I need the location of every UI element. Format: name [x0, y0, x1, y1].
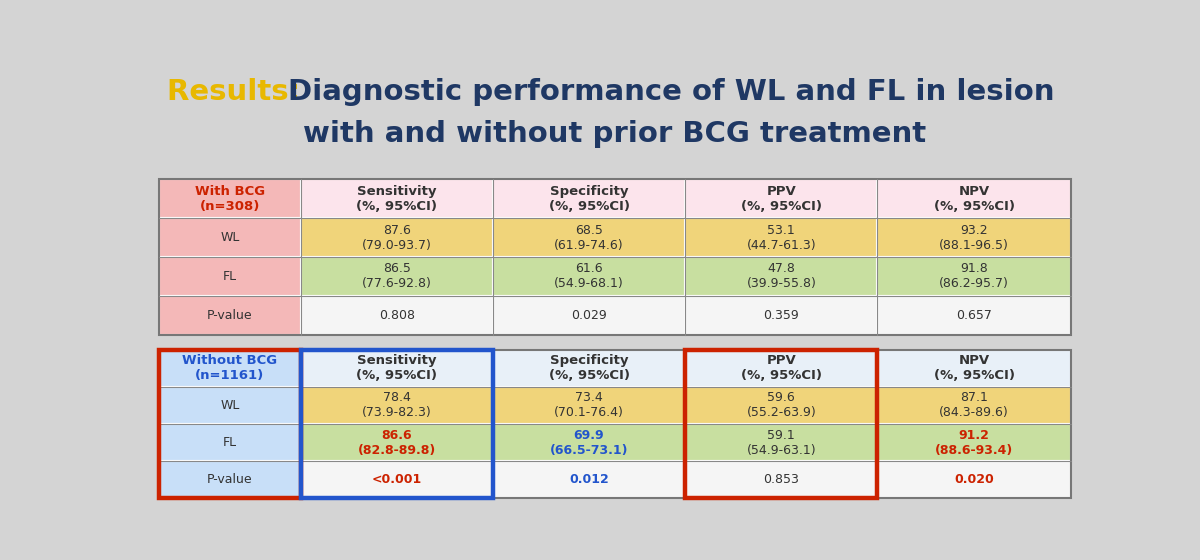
Bar — [493, 257, 685, 296]
Text: Specificity
(%, 95%CI): Specificity (%, 95%CI) — [548, 354, 630, 382]
Bar — [160, 218, 300, 257]
Text: PPV
(%, 95%CI): PPV (%, 95%CI) — [740, 354, 822, 382]
Text: 0.012: 0.012 — [569, 473, 608, 486]
Bar — [300, 349, 493, 387]
Bar — [877, 424, 1070, 461]
Bar — [300, 218, 493, 257]
Text: 47.8
(39.9-55.8): 47.8 (39.9-55.8) — [746, 262, 816, 290]
Text: 59.6
(55.2-63.9): 59.6 (55.2-63.9) — [746, 391, 816, 419]
Text: 0.657: 0.657 — [956, 309, 992, 321]
Bar — [300, 296, 493, 334]
Text: FL: FL — [223, 436, 236, 449]
Bar — [877, 387, 1070, 424]
Text: 86.5
(77.6-92.8): 86.5 (77.6-92.8) — [361, 262, 432, 290]
Text: 0.853: 0.853 — [763, 473, 799, 486]
Bar — [160, 296, 300, 334]
Text: 87.6
(79.0-93.7): 87.6 (79.0-93.7) — [361, 223, 432, 251]
Bar — [685, 387, 877, 424]
Bar — [685, 218, 877, 257]
Text: with and without prior BCG treatment: with and without prior BCG treatment — [304, 120, 926, 148]
Text: 0.020: 0.020 — [954, 473, 994, 486]
Bar — [160, 461, 300, 498]
Text: 69.9
(66.5-73.1): 69.9 (66.5-73.1) — [550, 428, 629, 456]
Text: Results:: Results: — [167, 78, 310, 106]
Text: Diagnostic performance of WL and FL in lesion: Diagnostic performance of WL and FL in l… — [288, 78, 1054, 106]
Text: 91.2
(88.6-93.4): 91.2 (88.6-93.4) — [935, 428, 1013, 456]
Bar — [877, 218, 1070, 257]
Bar — [160, 349, 300, 387]
Bar — [493, 296, 685, 334]
Text: WL: WL — [221, 231, 240, 244]
Text: 0.029: 0.029 — [571, 309, 607, 321]
Text: PPV
(%, 95%CI): PPV (%, 95%CI) — [740, 185, 822, 213]
Bar — [493, 179, 685, 218]
Bar — [877, 257, 1070, 296]
Text: P-value: P-value — [208, 473, 253, 486]
Text: 91.8
(86.2-95.7): 91.8 (86.2-95.7) — [940, 262, 1009, 290]
Bar — [300, 387, 493, 424]
Bar — [877, 349, 1070, 387]
Bar — [877, 296, 1070, 334]
Bar — [160, 387, 300, 424]
Bar — [685, 179, 877, 218]
Text: Specificity
(%, 95%CI): Specificity (%, 95%CI) — [548, 185, 630, 213]
Bar — [300, 257, 493, 296]
Text: 73.4
(70.1-76.4): 73.4 (70.1-76.4) — [554, 391, 624, 419]
Bar — [685, 424, 877, 461]
Bar — [685, 349, 877, 387]
Bar — [300, 424, 493, 461]
Text: With BCG
(n=308): With BCG (n=308) — [194, 185, 265, 213]
Bar — [493, 218, 685, 257]
Text: FL: FL — [223, 270, 236, 283]
Bar — [493, 424, 685, 461]
Text: <0.001: <0.001 — [372, 473, 422, 486]
Text: 61.6
(54.9-68.1): 61.6 (54.9-68.1) — [554, 262, 624, 290]
Text: 0.359: 0.359 — [763, 309, 799, 321]
Bar — [877, 461, 1070, 498]
Bar — [685, 461, 877, 498]
Bar — [493, 461, 685, 498]
Text: NPV
(%, 95%CI): NPV (%, 95%CI) — [934, 185, 1014, 213]
Bar — [160, 424, 300, 461]
Bar — [493, 349, 685, 387]
Text: WL: WL — [221, 399, 240, 412]
Text: Sensitivity
(%, 95%CI): Sensitivity (%, 95%CI) — [356, 354, 437, 382]
Text: 87.1
(84.3-89.6): 87.1 (84.3-89.6) — [940, 391, 1009, 419]
Text: 93.2
(88.1-96.5): 93.2 (88.1-96.5) — [940, 223, 1009, 251]
Text: Without BCG
(n=1161): Without BCG (n=1161) — [182, 354, 277, 382]
Text: 86.6
(82.8-89.8): 86.6 (82.8-89.8) — [358, 428, 436, 456]
Bar — [877, 179, 1070, 218]
Text: 53.1
(44.7-61.3): 53.1 (44.7-61.3) — [746, 223, 816, 251]
Text: P-value: P-value — [208, 309, 253, 321]
Text: NPV
(%, 95%CI): NPV (%, 95%CI) — [934, 354, 1014, 382]
Bar — [160, 257, 300, 296]
Bar — [300, 461, 493, 498]
Text: 0.808: 0.808 — [379, 309, 415, 321]
Bar — [493, 387, 685, 424]
Bar — [685, 257, 877, 296]
Text: Sensitivity
(%, 95%CI): Sensitivity (%, 95%CI) — [356, 185, 437, 213]
Bar — [300, 179, 493, 218]
Bar — [685, 296, 877, 334]
Text: 78.4
(73.9-82.3): 78.4 (73.9-82.3) — [362, 391, 432, 419]
Text: 59.1
(54.9-63.1): 59.1 (54.9-63.1) — [746, 428, 816, 456]
Text: 68.5
(61.9-74.6): 68.5 (61.9-74.6) — [554, 223, 624, 251]
Bar — [160, 179, 300, 218]
